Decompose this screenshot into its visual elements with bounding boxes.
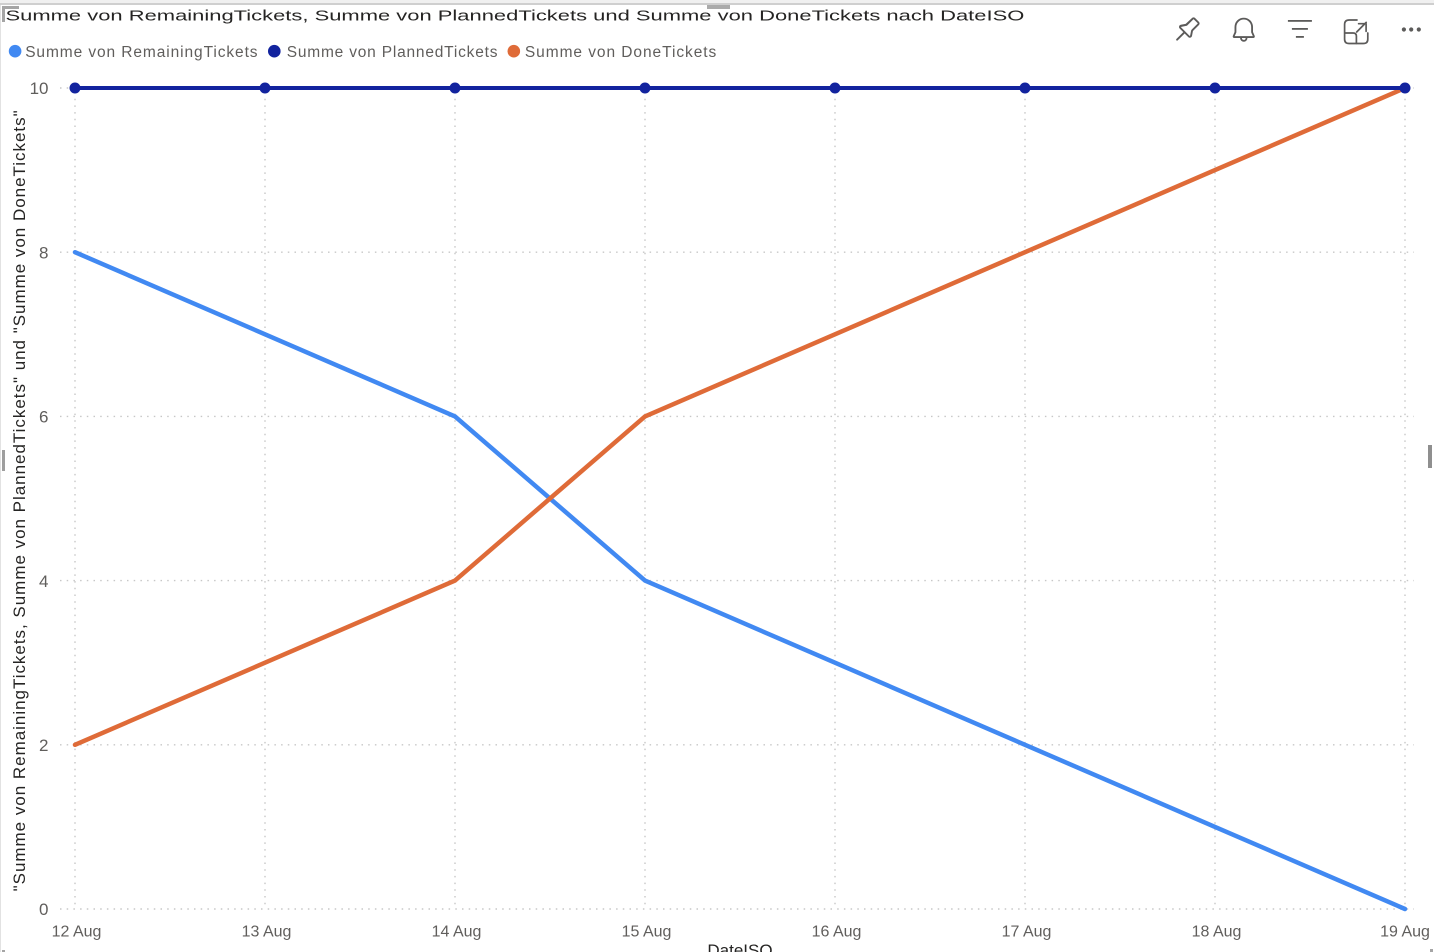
svg-text:Summe von PlannedTickets: Summe von PlannedTickets [287, 44, 499, 61]
svg-text:Summe von RemainingTickets, Su: Summe von RemainingTickets, Summe von Pl… [6, 7, 1025, 24]
svg-text:10: 10 [30, 79, 49, 98]
svg-text:"Summe von RemainingTickets, S: "Summe von RemainingTickets, Summe von P… [10, 109, 29, 891]
svg-text:19 Aug: 19 Aug [1380, 923, 1430, 940]
svg-text:Summe von RemainingTickets: Summe von RemainingTickets [25, 44, 258, 61]
svg-text:14 Aug: 14 Aug [432, 923, 482, 940]
svg-text:12 Aug: 12 Aug [52, 923, 102, 940]
svg-text:13 Aug: 13 Aug [242, 923, 292, 940]
svg-text:4: 4 [39, 572, 48, 591]
svg-text:2: 2 [39, 736, 48, 755]
svg-text:6: 6 [39, 408, 48, 427]
svg-text:0: 0 [39, 900, 48, 919]
svg-text:16 Aug: 16 Aug [812, 923, 862, 940]
svg-text:8: 8 [39, 243, 48, 262]
svg-text:18 Aug: 18 Aug [1192, 923, 1242, 940]
svg-text:Summe von DoneTickets: Summe von DoneTickets [525, 44, 717, 61]
svg-text:DateISO: DateISO [707, 941, 772, 952]
svg-text:17 Aug: 17 Aug [1002, 923, 1052, 940]
svg-text:15 Aug: 15 Aug [622, 923, 672, 940]
